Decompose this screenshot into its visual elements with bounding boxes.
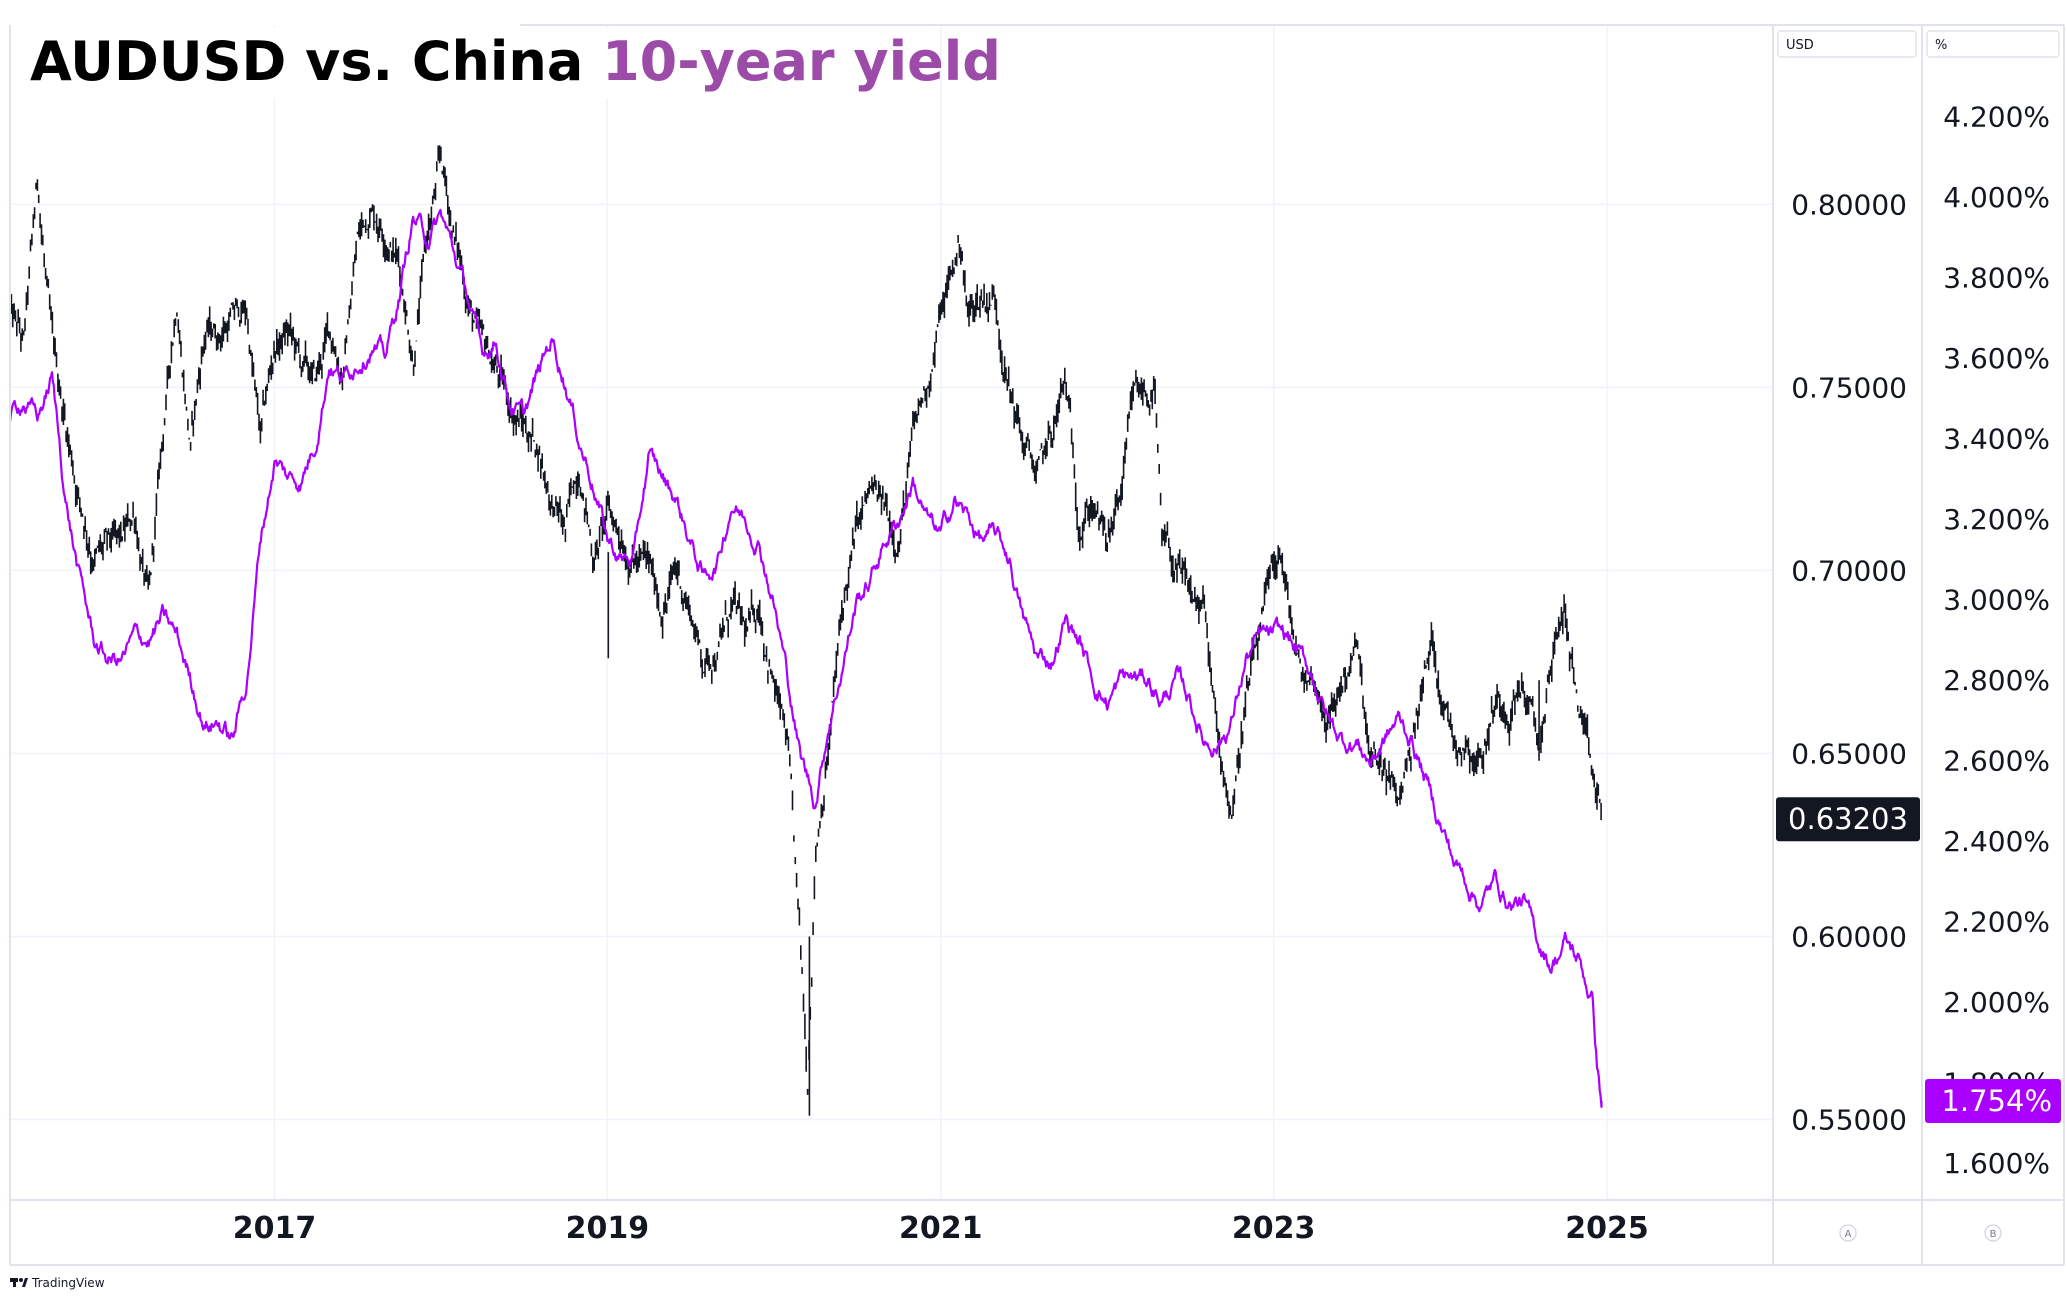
usd-tick-label: 0.55000 xyxy=(1791,1103,1907,1136)
scale-b-button[interactable]: B xyxy=(1985,1225,2001,1241)
time-tick-label: 2023 xyxy=(1232,1211,1316,1246)
pct-scale-header[interactable]: % xyxy=(1927,31,2059,57)
audusd-last-value-badge: 0.63203 xyxy=(1776,797,1920,841)
pct-tick-label: 2.200% xyxy=(1943,906,2050,939)
tradingview-label: TradingView xyxy=(31,1276,105,1290)
pct-tick-label: 3.000% xyxy=(1943,584,2050,617)
time-tick-label: 2025 xyxy=(1565,1211,1649,1246)
chart-title: AUDUSD vs. China 10-year yield xyxy=(30,30,1001,93)
usd-tick-label: 0.60000 xyxy=(1791,920,1907,953)
audusd-last-value: 0.63203 xyxy=(1788,802,1908,836)
yield-last-value: 1.754% xyxy=(1941,1084,2052,1118)
pct-tick-label: 1.600% xyxy=(1943,1147,2050,1180)
pct-tick-label: 2.400% xyxy=(1943,825,2050,858)
usd-tick-label: 0.65000 xyxy=(1791,737,1907,770)
pct-tick-label: 4.000% xyxy=(1943,181,2050,214)
pct-tick-label: 2.600% xyxy=(1943,745,2050,778)
usd-scale-header[interactable]: USD xyxy=(1778,31,1916,57)
scale-a-button[interactable]: A xyxy=(1840,1225,1856,1241)
title-highlight-text: 10-year yield xyxy=(602,30,1001,93)
time-tick-label: 2021 xyxy=(899,1211,983,1246)
usd-tick-label: 0.80000 xyxy=(1791,188,1907,221)
title-main-text: AUDUSD vs. China xyxy=(30,30,583,93)
pct-scale-label: % xyxy=(1935,38,1947,53)
yield-last-value-badge: 1.754% xyxy=(1925,1079,2061,1123)
pct-tick-label: 4.200% xyxy=(1943,101,2050,134)
time-tick-label: 2017 xyxy=(233,1211,317,1246)
pct-tick-label: 3.600% xyxy=(1943,342,2050,375)
title-space xyxy=(583,30,602,93)
pct-tick-label: 2.000% xyxy=(1943,986,2050,1019)
pct-tick-label: 3.400% xyxy=(1943,423,2050,456)
pct-tick-label: 3.200% xyxy=(1943,503,2050,536)
usd-scale-label: USD xyxy=(1786,38,1814,53)
usd-tick-label: 0.75000 xyxy=(1791,371,1907,404)
pct-tick-label: 2.800% xyxy=(1943,664,2050,697)
scale-a-label: A xyxy=(1845,1229,1852,1240)
usd-tick-label: 0.70000 xyxy=(1791,554,1907,587)
time-tick-label: 2019 xyxy=(566,1211,650,1246)
pct-tick-label: 3.800% xyxy=(1943,262,2050,295)
scale-b-label: B xyxy=(1990,1229,1997,1240)
